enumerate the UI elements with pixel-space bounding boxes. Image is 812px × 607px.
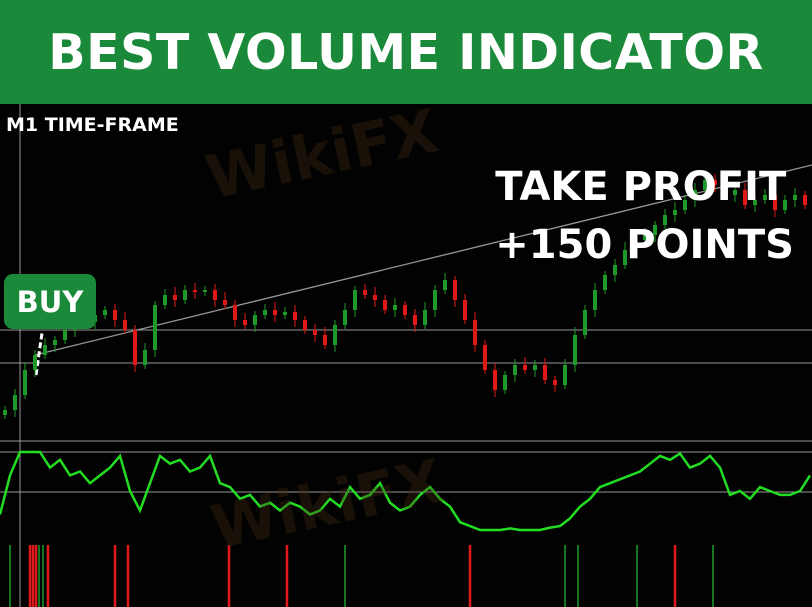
candle-body [393,305,397,310]
candle-body [253,315,257,325]
candle-body [293,312,297,320]
candle-body [743,190,747,205]
buy-badge: BUY [4,274,96,329]
candle-body [713,180,717,185]
candle-body [503,375,507,390]
candle-body [363,290,367,295]
candle-body [403,305,407,315]
candle-body [553,380,557,385]
candle-body [313,330,317,335]
candle-body [113,310,117,320]
candle-body [663,215,667,225]
take-profit-label: TAKE PROFIT +150 POINTS [495,158,794,274]
candle-body [643,235,647,240]
candle-body [603,275,607,290]
candle-body [453,280,457,300]
candle-body [623,250,627,265]
candle-body [103,310,107,315]
candle-body [283,312,287,315]
candle-body [223,300,227,305]
candle-body [463,300,467,320]
trend-line [34,164,812,356]
signal-bars [9,545,714,607]
candle-body [343,310,347,325]
candle-body [63,330,67,340]
candle-body [493,370,497,390]
candle-body [53,340,57,345]
banner-title: BEST VOLUME INDICATOR [48,23,764,81]
candle-body [543,365,547,380]
candle-body [763,195,767,200]
candle-body [733,190,737,195]
candle-body [693,190,697,200]
candle-body [263,310,267,315]
candle-body [573,335,577,365]
candle-body [473,320,477,345]
candle-body [323,335,327,345]
candle-body [513,365,517,375]
candle-body [443,280,447,290]
candle-body [333,325,337,345]
candle-body [173,295,177,300]
candle-body [563,365,567,385]
candle-body [303,320,307,330]
take-profit-line1: TAKE PROFIT [495,164,787,210]
candle-body [483,345,487,370]
candles [3,174,807,419]
candle-body [123,320,127,330]
candle-body [773,195,777,210]
timeframe-label: M1 TIME-FRAME [6,114,179,136]
candle-body [413,315,417,325]
candle-body [153,305,157,350]
candle-body [13,395,17,410]
candle-body [673,210,677,215]
candle-body [373,295,377,300]
candle-body [3,410,7,415]
candle-body [533,365,537,370]
candle-body [753,200,757,205]
candle-body [353,290,357,310]
candle-body [23,370,27,395]
take-profit-line2: +150 POINTS [495,222,794,268]
candle-body [633,240,637,250]
candle-body [423,310,427,325]
candle-body [163,295,167,305]
candle-body [213,290,217,300]
oscillator-line [0,450,812,532]
candle-body [383,300,387,310]
candle-body [803,195,807,205]
candle-body [143,350,147,365]
candle-body [193,290,197,292]
entry-marker [34,332,44,376]
candle-body [593,290,597,310]
candle-body [183,290,187,300]
candle-body [683,200,687,210]
oscillator [0,450,812,532]
candle-body [433,290,437,310]
candle-body [243,320,247,325]
candle-body [523,365,527,370]
candle-body [203,290,207,292]
candle-body [273,310,277,315]
candle-body [653,225,657,235]
candle-body [783,200,787,210]
candle-body [233,305,237,320]
candle-body [723,185,727,195]
candle-body [793,195,797,200]
candle-body [583,310,587,335]
candle-body [613,265,617,275]
candle-body [703,180,707,190]
candle-body [43,345,47,355]
candle-body [133,330,137,365]
title-banner: BEST VOLUME INDICATOR [0,0,812,104]
candle-body [33,355,37,370]
